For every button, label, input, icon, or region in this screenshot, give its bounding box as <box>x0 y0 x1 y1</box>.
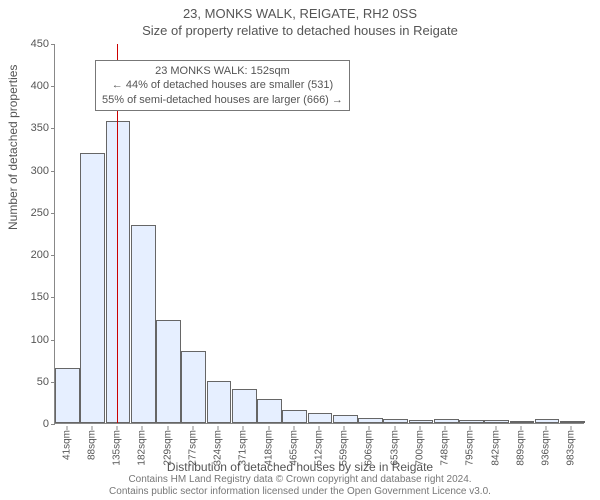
y-tick-label: 150 <box>17 291 49 303</box>
y-tick-mark <box>51 171 55 172</box>
histogram-bar <box>535 419 560 423</box>
histogram-bar <box>484 420 509 423</box>
y-tick-mark <box>51 44 55 45</box>
histogram-bar <box>510 421 535 423</box>
y-tick-label: 50 <box>17 376 49 388</box>
y-tick-label: 0 <box>17 418 49 430</box>
x-tick-label: 88sqm <box>86 430 97 460</box>
histogram-bar <box>282 410 307 423</box>
x-tick-label: 41sqm <box>61 430 72 460</box>
histogram-bar <box>383 419 408 423</box>
y-tick-mark <box>51 255 55 256</box>
y-tick-mark <box>51 213 55 214</box>
histogram-bar <box>55 368 80 423</box>
annotation-line: ← 44% of detached houses are smaller (53… <box>102 78 343 92</box>
y-tick-label: 350 <box>17 122 49 134</box>
histogram-bar <box>308 413 333 423</box>
x-axis-label: Distribution of detached houses by size … <box>0 460 600 474</box>
histogram-bar <box>207 381 232 423</box>
y-tick-label: 250 <box>17 207 49 219</box>
footer-attribution: Contains HM Land Registry data © Crown c… <box>0 474 600 498</box>
histogram-bar <box>459 420 484 423</box>
y-tick-mark <box>51 340 55 341</box>
annotation-line: 55% of semi-detached houses are larger (… <box>102 93 343 107</box>
y-tick-label: 300 <box>17 165 49 177</box>
histogram-bar <box>232 389 257 423</box>
histogram-bar <box>181 351 206 423</box>
chart-area: 05010015020025030035040045023 MONKS WALK… <box>54 44 584 424</box>
annotation-line: 23 MONKS WALK: 152sqm <box>102 64 343 78</box>
y-tick-mark <box>51 128 55 129</box>
footer-line-2: Contains public sector information licen… <box>0 486 600 498</box>
annotation-box: 23 MONKS WALK: 152sqm← 44% of detached h… <box>95 60 350 111</box>
y-tick-mark <box>51 424 55 425</box>
histogram-bar <box>333 415 358 423</box>
y-tick-label: 400 <box>17 80 49 92</box>
y-tick-mark <box>51 86 55 87</box>
plot-region: 05010015020025030035040045023 MONKS WALK… <box>54 44 584 424</box>
page-title: 23, MONKS WALK, REIGATE, RH2 0SS <box>0 0 600 21</box>
histogram-bar <box>257 399 282 423</box>
y-tick-mark <box>51 297 55 298</box>
y-tick-label: 100 <box>17 334 49 346</box>
histogram-bar <box>156 320 181 423</box>
y-tick-label: 450 <box>17 38 49 50</box>
histogram-bar <box>358 418 383 423</box>
histogram-bar <box>560 421 585 423</box>
histogram-bar <box>409 420 434 423</box>
y-tick-label: 200 <box>17 249 49 261</box>
page-subtitle: Size of property relative to detached ho… <box>0 21 600 38</box>
histogram-bar <box>80 153 105 423</box>
histogram-bar <box>434 419 459 423</box>
footer-line-1: Contains HM Land Registry data © Crown c… <box>0 474 600 486</box>
histogram-bar <box>131 225 156 423</box>
